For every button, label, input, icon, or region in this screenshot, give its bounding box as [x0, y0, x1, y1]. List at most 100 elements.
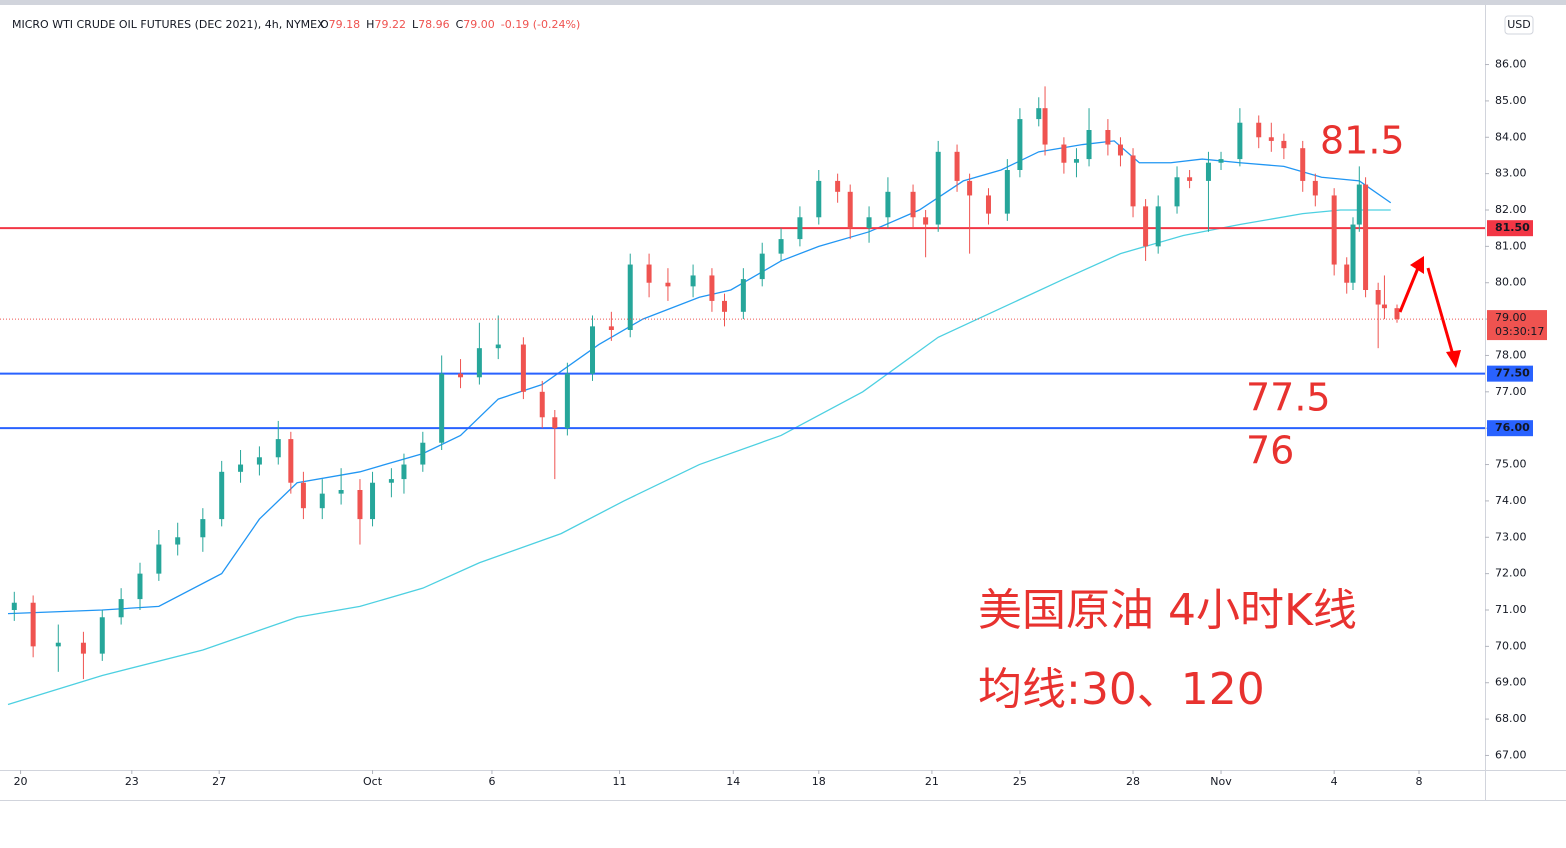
candle-body: [1281, 140, 1287, 149]
level-tag: [1487, 420, 1533, 437]
candle-body: [627, 264, 633, 330]
x-tick-label: 28: [1126, 775, 1140, 788]
candle-body: [1130, 155, 1136, 207]
candle-body: [357, 490, 363, 520]
candle-body: [722, 300, 728, 312]
ohlc-legend: O79.18 H79.22 L78.96 C79.00 -0.19 (-0.24%): [320, 18, 580, 31]
candle-body: [740, 279, 746, 312]
candle-body: [552, 417, 558, 429]
candle-body: [1086, 130, 1092, 160]
ohlc-value: 79.22: [374, 18, 406, 31]
x-tick-label: 14: [726, 775, 740, 788]
candle-body: [866, 217, 872, 229]
x-tick-label: 11: [613, 775, 627, 788]
y-tick-label: 80.00: [1495, 276, 1527, 289]
candle-body: [30, 602, 36, 647]
candle-body: [288, 439, 294, 483]
plot: 67.00 68.00 69.00 70.00 71.00 72.00 73.00 74.00…: [0, 58, 1547, 788]
candle-body: [1381, 304, 1387, 309]
candle-body: [1036, 108, 1042, 120]
x-tick-label: 27: [212, 775, 226, 788]
arrow-head: [1410, 256, 1424, 274]
arrows: [1398, 256, 1461, 368]
candle-body: [338, 490, 344, 494]
y-tick-label: 85.00: [1495, 94, 1527, 107]
x-tick-label: 8: [1416, 775, 1423, 788]
candle-body: [1356, 184, 1362, 225]
candle-body: [1218, 159, 1224, 163]
x-tick-label: 6: [488, 775, 495, 788]
candle-body: [1061, 144, 1067, 163]
candle-body: [99, 617, 105, 654]
candle-body: [1375, 290, 1381, 305]
candle-body: [200, 519, 206, 538]
currency-box[interactable]: [1504, 15, 1534, 35]
candle-body: [923, 217, 929, 225]
candle-body: [275, 439, 281, 458]
countdown: 03:30:17: [1495, 325, 1544, 338]
ohlc-value: 78.96: [418, 18, 450, 31]
candle-body: [1205, 162, 1211, 181]
y-tick-label: 68.00: [1495, 712, 1527, 725]
y-tick-label: 70.00: [1495, 639, 1527, 652]
candle-body: [1312, 180, 1318, 196]
candle-body: [1004, 170, 1010, 214]
arrow-head: [1446, 350, 1461, 368]
x-tick-label: 18: [812, 775, 826, 788]
candle-body: [759, 253, 765, 280]
y-tick-label: 73.00: [1495, 530, 1527, 543]
y-tick-label: 86.00: [1495, 58, 1527, 71]
ohlc-values: O79.18 H79.22 L78.96 C79.00 -0.19 (-0.24%): [320, 18, 580, 31]
candle-body: [1394, 308, 1400, 320]
candle-body: [778, 239, 784, 254]
ohlc-prefix: O: [320, 18, 329, 31]
y-tick-label: 81.00: [1495, 239, 1527, 252]
y-tick-label: 83.00: [1495, 167, 1527, 180]
ohlc-prefix: C: [456, 18, 464, 31]
x-tick-label: 20: [14, 775, 28, 788]
candle-body: [1331, 195, 1337, 265]
annotation: 81.5: [1320, 119, 1405, 163]
candle-body: [439, 373, 445, 443]
candle-body: [1155, 206, 1161, 247]
candle-body: [564, 373, 570, 429]
y-tick-label: 77.00: [1495, 385, 1527, 398]
candle-body: [935, 151, 941, 225]
candle-body: [835, 180, 841, 192]
candle-body: [1042, 108, 1048, 145]
ohlc-value: 79.00: [463, 18, 495, 31]
candle-body: [238, 464, 244, 472]
candle-body: [118, 599, 124, 618]
x-tick-label: Oct: [363, 775, 383, 788]
candle-body: [55, 642, 61, 647]
candle-body: [816, 180, 822, 218]
candle-body: [709, 275, 715, 301]
candle-body: [690, 275, 696, 287]
last-price-tag: [1487, 310, 1547, 341]
ohlc-value: 79.18: [329, 18, 361, 31]
ohlc-change: -0.19 (-0.24%): [501, 18, 580, 31]
x-tick-label: 25: [1013, 775, 1027, 788]
top-border: [0, 0, 1566, 5]
candle-body: [1117, 144, 1123, 156]
candle-body: [495, 344, 501, 349]
candle-body: [11, 602, 17, 610]
x-tick-label: 21: [925, 775, 939, 788]
annotation: 76: [1246, 429, 1294, 473]
candle-body: [665, 282, 671, 287]
candle-body: [156, 544, 162, 574]
candle-body: [1174, 177, 1180, 207]
annotation: 美国原油 4小时K线: [978, 585, 1357, 636]
candle-body: [319, 493, 325, 509]
y-tick-label: 75.00: [1495, 458, 1527, 471]
candle-body: [1017, 119, 1023, 170]
candle-body: [256, 457, 262, 465]
last-price-label: 79.00: [1495, 311, 1527, 324]
ohlc-prefix: H: [366, 18, 374, 31]
y-tick-label: 78.00: [1495, 348, 1527, 361]
candle-body: [300, 482, 306, 509]
candle-body: [219, 471, 225, 520]
candle-body: [458, 373, 464, 378]
level-label: 77.50: [1495, 367, 1530, 380]
